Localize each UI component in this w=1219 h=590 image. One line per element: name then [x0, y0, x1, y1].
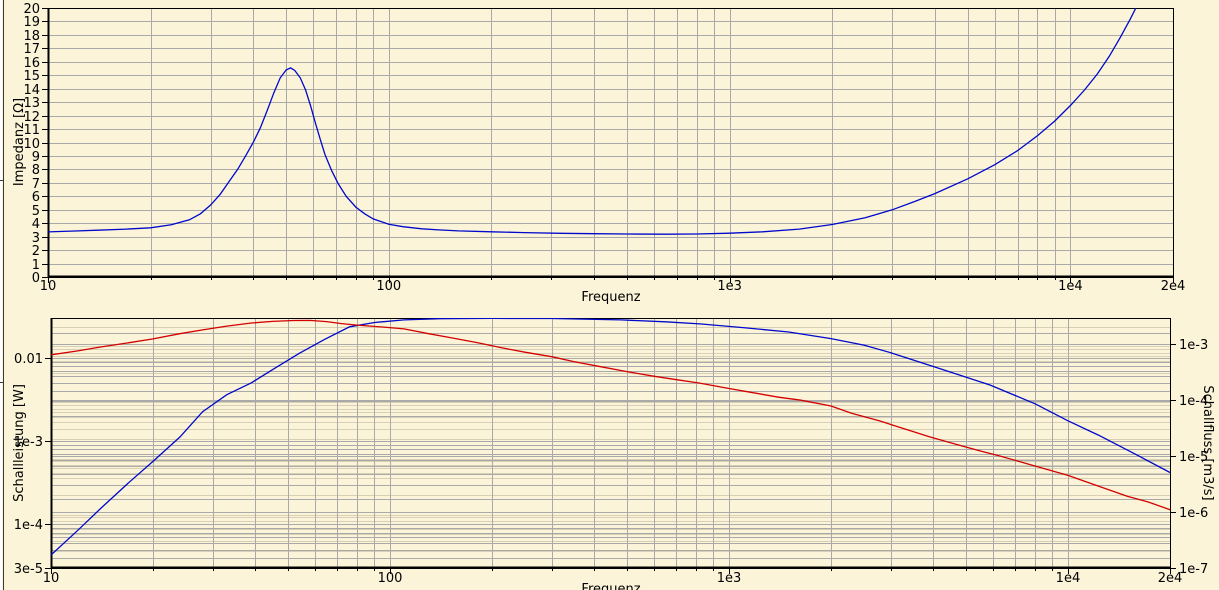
window-left-edge — [0, 0, 2, 590]
horizontal-grid — [51, 333, 1170, 559]
svg-text:4: 4 — [32, 217, 40, 232]
svg-text:5: 5 — [32, 204, 40, 219]
volume-flux-axis-title: Schallfluss [m3/s] — [1200, 385, 1215, 501]
svg-text:1: 1 — [32, 258, 40, 273]
impedance-chart: 10 100 1e3 1e4 2e401234567891011121314151617… — [23, 2, 1185, 294]
svg-text:1e-6: 1e-6 — [1179, 506, 1208, 521]
svg-text:0.01: 0.01 — [14, 352, 43, 367]
svg-text:1e3: 1e3 — [717, 571, 742, 586]
panel-divider-line — [3, 0, 4, 590]
svg-text:10: 10 — [40, 279, 57, 294]
svg-text:12: 12 — [23, 110, 40, 125]
impedance-plot-area[interactable] — [48, 8, 1173, 277]
svg-text:3: 3 — [32, 231, 40, 246]
svg-text:7: 7 — [32, 177, 40, 192]
svg-text:1e3: 1e3 — [717, 279, 742, 294]
svg-text:1e-3: 1e-3 — [14, 435, 43, 450]
schallleistung-curve — [51, 318, 1170, 556]
svg-text:10: 10 — [43, 571, 60, 586]
svg-text:15: 15 — [23, 69, 40, 84]
sound-power-axis-title: Schallleistung [W] — [12, 384, 27, 502]
svg-text:11: 11 — [23, 123, 40, 138]
x-tick-labels: 10 100 1e3 1e4 2e4 — [40, 279, 1186, 294]
svg-text:1e-4: 1e-4 — [14, 518, 43, 533]
svg-text:3e-5: 3e-5 — [14, 562, 43, 577]
curves — [48, 8, 1137, 235]
frequency-axis-title-top: Frequenz — [581, 290, 641, 305]
curves — [51, 318, 1170, 556]
schallfluss-curve — [51, 319, 1170, 511]
power-flux-plot-area[interactable] — [51, 318, 1170, 568]
panel-tick-top — [0, 180, 4, 181]
svg-text:100: 100 — [378, 571, 403, 586]
frequency-axis-title-bottom-clipped: Frequenz — [581, 582, 641, 590]
svg-text:100: 100 — [376, 279, 401, 294]
svg-text:16: 16 — [23, 56, 40, 71]
svg-text:1e4: 1e4 — [1058, 279, 1083, 294]
svg-text:14: 14 — [23, 83, 40, 98]
svg-text:2: 2 — [32, 244, 40, 259]
impedanz-curve — [48, 8, 1137, 235]
svg-text:1e4: 1e4 — [1056, 571, 1081, 586]
power-flux-chart: 10 100 1e3 1e4 2e40.011e-31e-43e-51e-31e-41e… — [14, 318, 1208, 586]
y-tick-marks — [42, 8, 48, 278]
svg-text:10: 10 — [23, 137, 40, 152]
y2-tick-labels: 1e-3 1e-4 1e-5 1e-6 1e-7 — [1179, 338, 1208, 577]
svg-text:8: 8 — [32, 163, 40, 178]
svg-text:18: 18 — [23, 29, 40, 44]
y2-tick-marks — [1170, 344, 1176, 569]
panel-tick-bottom — [0, 382, 4, 383]
svg-text:1e-3: 1e-3 — [1179, 338, 1208, 353]
svg-text:17: 17 — [23, 42, 40, 57]
svg-text:1e-5: 1e-5 — [1179, 450, 1208, 465]
svg-text:6: 6 — [32, 190, 40, 205]
y-tick-marks — [45, 358, 51, 569]
svg-text:2e4: 2e4 — [1161, 279, 1186, 294]
y-tick-labels: 0.01 1e-3 1e-4 3e-5 — [14, 352, 43, 577]
svg-text:0: 0 — [32, 271, 40, 286]
svg-text:2e4: 2e4 — [1158, 571, 1183, 586]
horizontal-grid — [48, 21, 1173, 265]
svg-text:20: 20 — [23, 2, 40, 17]
svg-text:1e-7: 1e-7 — [1179, 562, 1208, 577]
x-tick-labels: 10 100 1e3 1e4 2e4 — [43, 571, 1183, 586]
svg-text:13: 13 — [23, 96, 40, 111]
svg-text:19: 19 — [23, 15, 40, 30]
svg-text:9: 9 — [32, 150, 40, 165]
impedance-axis-title: Impedanz [Ω] — [12, 97, 27, 187]
svg-text:1e-4: 1e-4 — [1179, 394, 1208, 409]
